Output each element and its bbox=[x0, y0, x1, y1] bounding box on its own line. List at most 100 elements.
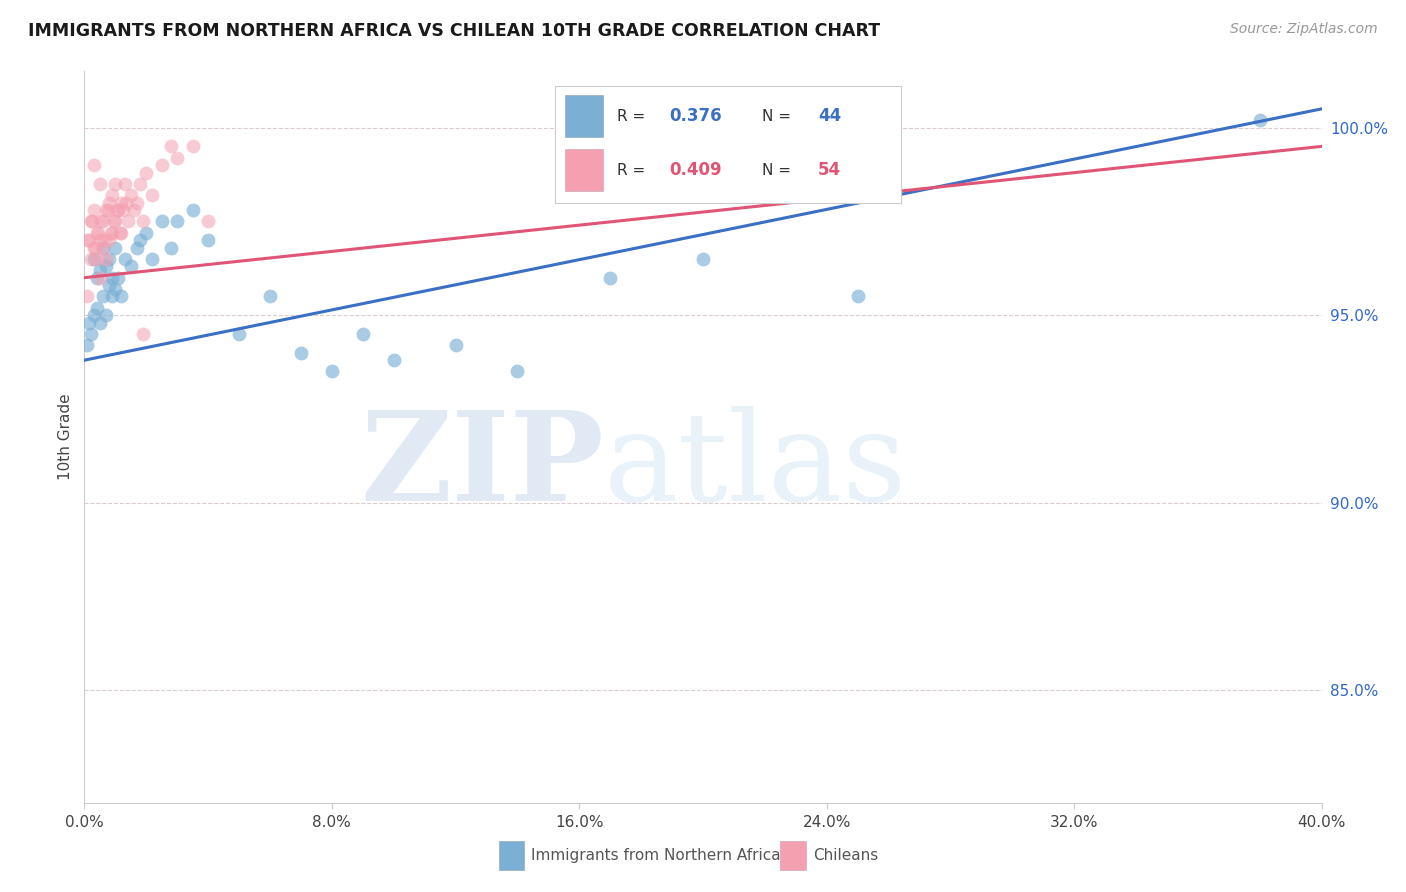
Point bbox=[112, 203, 135, 218]
Point bbox=[97, 203, 120, 218]
Point bbox=[110, 195, 132, 210]
Point bbox=[197, 214, 219, 228]
Point bbox=[444, 338, 467, 352]
Point bbox=[83, 241, 105, 255]
Point bbox=[94, 260, 117, 274]
Point bbox=[160, 241, 183, 255]
Point bbox=[79, 214, 101, 228]
Point bbox=[104, 214, 127, 228]
Point bbox=[83, 252, 105, 266]
Point bbox=[91, 214, 114, 228]
Point bbox=[91, 241, 114, 255]
Point bbox=[382, 353, 405, 368]
Point bbox=[259, 289, 281, 303]
Point bbox=[104, 177, 127, 191]
Text: Chileans: Chileans bbox=[813, 848, 877, 863]
Text: atlas: atlas bbox=[605, 406, 907, 527]
Point bbox=[110, 289, 132, 303]
Point bbox=[101, 270, 124, 285]
Point bbox=[91, 289, 114, 303]
Point bbox=[352, 326, 374, 341]
Point bbox=[83, 158, 105, 172]
Point bbox=[89, 270, 111, 285]
Point bbox=[100, 226, 122, 240]
Point bbox=[290, 345, 312, 359]
Point bbox=[91, 241, 114, 255]
Point bbox=[135, 166, 157, 180]
Point bbox=[506, 364, 529, 378]
Point bbox=[197, 233, 219, 247]
Point bbox=[132, 214, 155, 228]
Point bbox=[150, 214, 173, 228]
Point bbox=[93, 233, 115, 247]
Point bbox=[98, 252, 121, 266]
Point bbox=[83, 203, 105, 218]
Point bbox=[79, 252, 101, 266]
Point bbox=[125, 195, 148, 210]
Point bbox=[84, 241, 107, 255]
Point bbox=[79, 326, 101, 341]
Y-axis label: 10th Grade: 10th Grade bbox=[58, 393, 73, 481]
Point bbox=[89, 263, 111, 277]
Point bbox=[77, 316, 100, 330]
Point bbox=[94, 852, 117, 866]
Point bbox=[114, 252, 136, 266]
Point bbox=[692, 252, 714, 266]
Point bbox=[107, 203, 129, 218]
Point bbox=[160, 139, 183, 153]
Point bbox=[98, 195, 121, 210]
Point bbox=[77, 233, 100, 247]
Point bbox=[120, 188, 142, 202]
Point bbox=[117, 214, 139, 228]
Point bbox=[150, 158, 173, 172]
Point bbox=[101, 226, 124, 240]
Point bbox=[101, 188, 124, 202]
Point bbox=[110, 226, 132, 240]
Point bbox=[125, 241, 148, 255]
Point bbox=[181, 139, 204, 153]
Point bbox=[228, 326, 250, 341]
Point bbox=[82, 214, 104, 228]
Point bbox=[98, 278, 121, 293]
Point bbox=[86, 252, 108, 266]
Point bbox=[599, 270, 621, 285]
Point bbox=[87, 226, 110, 240]
Point bbox=[94, 203, 117, 218]
Point bbox=[135, 226, 157, 240]
Point bbox=[166, 151, 188, 165]
Point bbox=[83, 308, 105, 322]
Point bbox=[1249, 113, 1271, 128]
Point bbox=[86, 270, 108, 285]
Text: ZIP: ZIP bbox=[360, 406, 605, 527]
Point bbox=[103, 214, 125, 228]
Point bbox=[846, 289, 869, 303]
Point bbox=[104, 241, 127, 255]
Text: Immigrants from Northern Africa: Immigrants from Northern Africa bbox=[531, 848, 782, 863]
Point bbox=[115, 195, 138, 210]
Point bbox=[94, 308, 117, 322]
Text: IMMIGRANTS FROM NORTHERN AFRICA VS CHILEAN 10TH GRADE CORRELATION CHART: IMMIGRANTS FROM NORTHERN AFRICA VS CHILE… bbox=[28, 22, 880, 40]
Point bbox=[107, 270, 129, 285]
Point bbox=[89, 233, 111, 247]
Point bbox=[141, 188, 163, 202]
Point bbox=[90, 214, 112, 228]
Text: Source: ZipAtlas.com: Source: ZipAtlas.com bbox=[1230, 22, 1378, 37]
Point bbox=[181, 203, 204, 218]
Point bbox=[114, 177, 136, 191]
Point bbox=[104, 282, 127, 296]
Point bbox=[141, 252, 163, 266]
Point bbox=[94, 252, 117, 266]
Point bbox=[76, 289, 98, 303]
Point bbox=[166, 214, 188, 228]
Point bbox=[86, 226, 108, 240]
Point bbox=[101, 289, 124, 303]
Point bbox=[120, 260, 142, 274]
Point bbox=[129, 177, 152, 191]
Point bbox=[89, 316, 111, 330]
Point bbox=[122, 203, 145, 218]
Point bbox=[76, 233, 98, 247]
Point bbox=[105, 203, 128, 218]
Point bbox=[132, 326, 155, 341]
Point bbox=[76, 338, 98, 352]
Point bbox=[89, 177, 111, 191]
